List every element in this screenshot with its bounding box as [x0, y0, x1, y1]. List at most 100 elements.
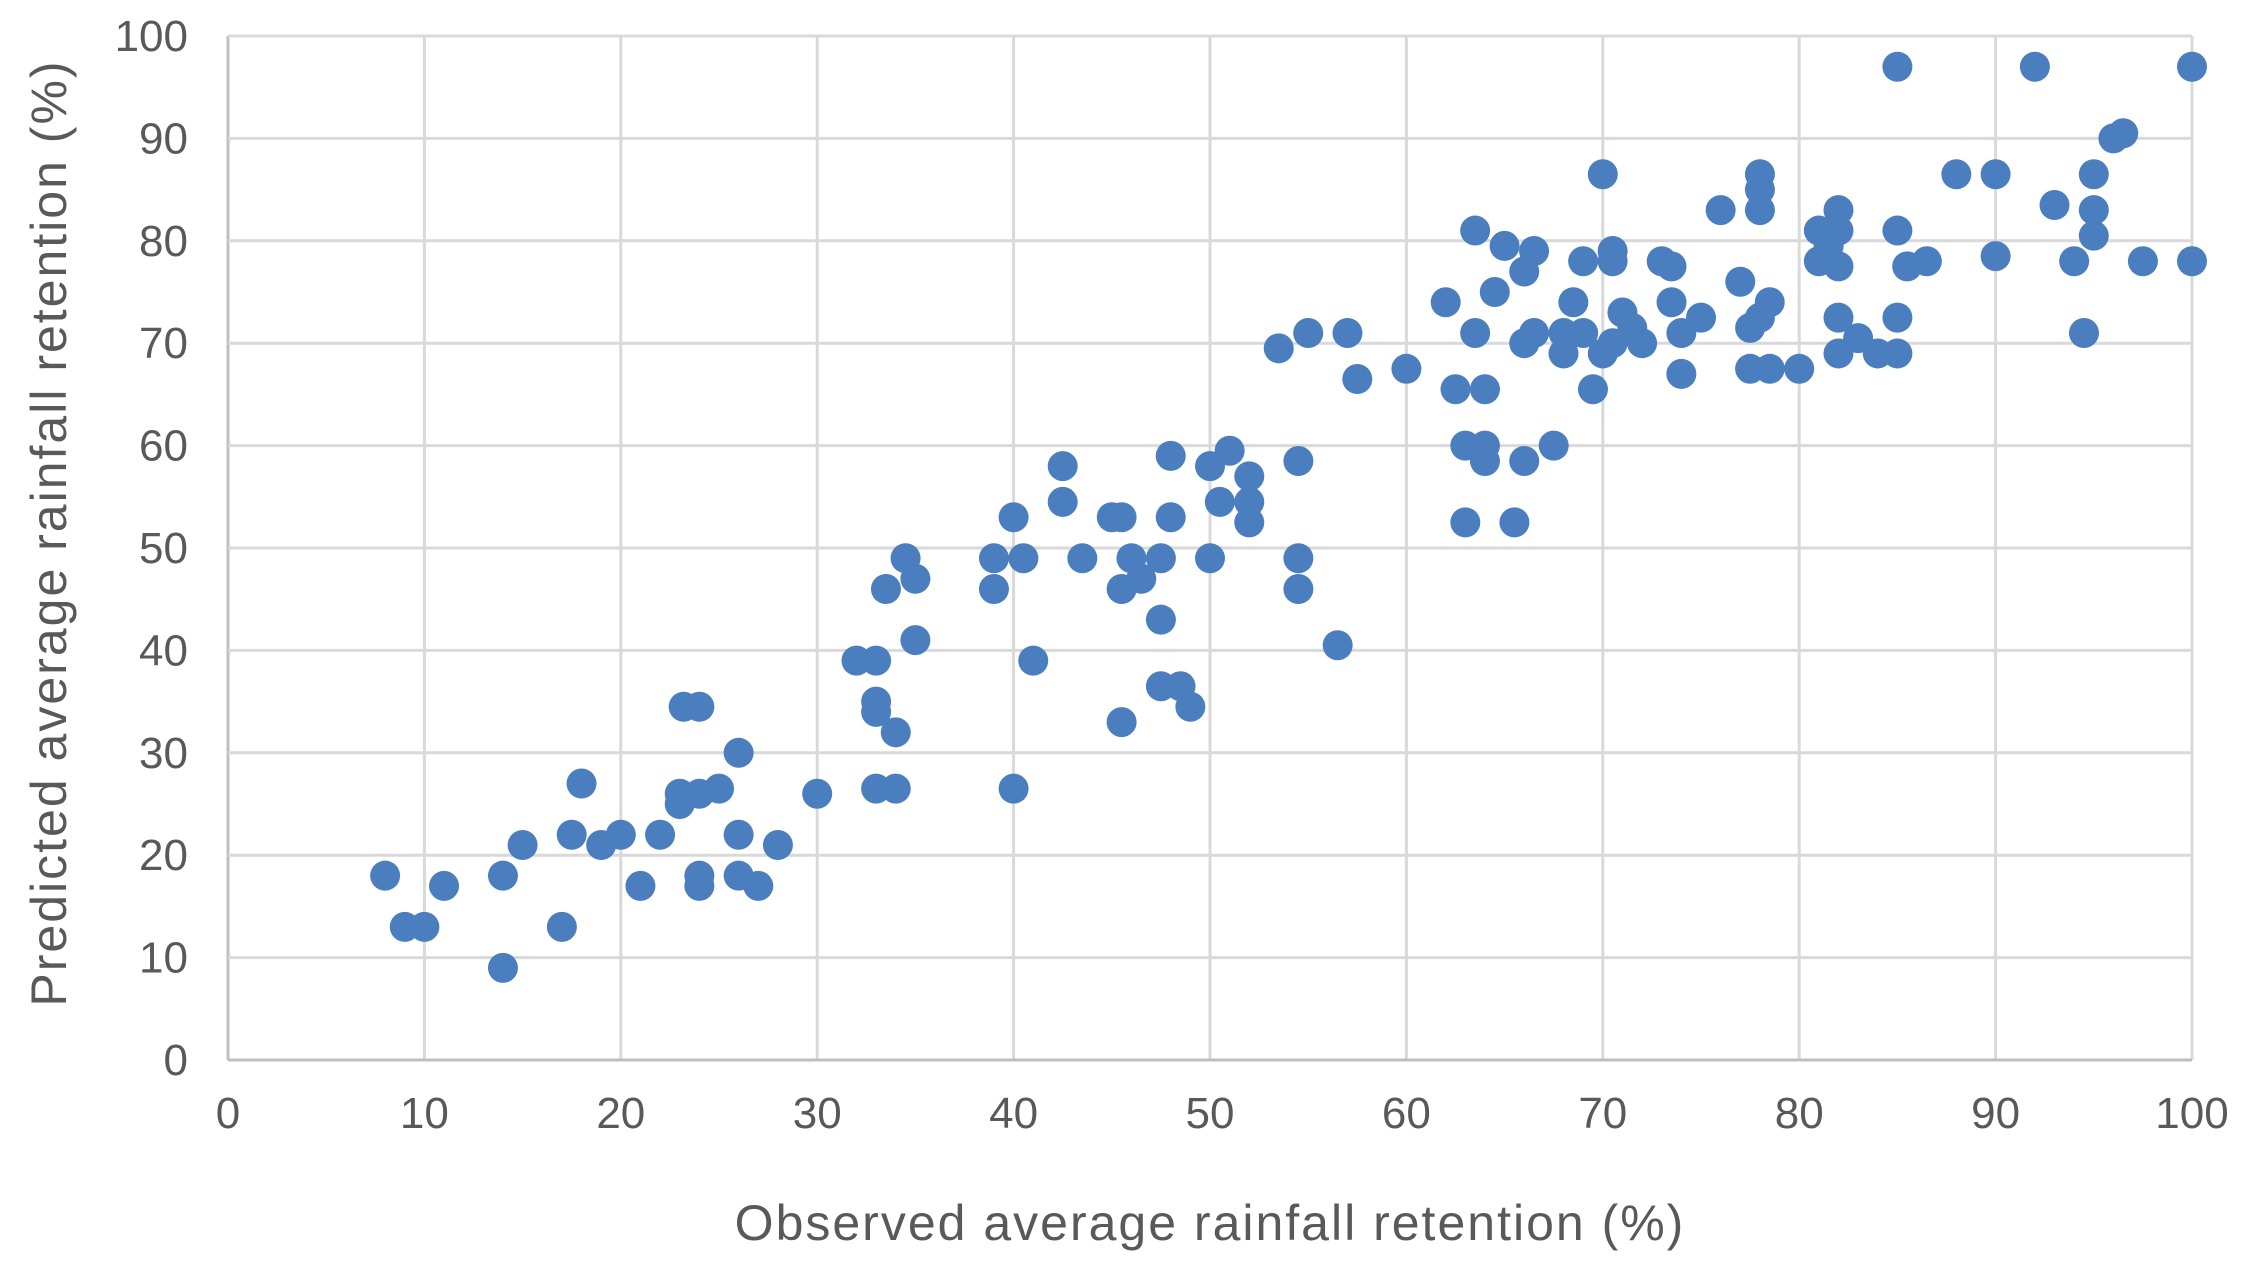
data-point — [1489, 230, 1520, 261]
data-point — [684, 860, 715, 891]
data-point — [1175, 691, 1206, 722]
data-point — [900, 625, 931, 656]
data-point — [1332, 317, 1363, 348]
data-point — [487, 860, 518, 891]
y-tick-label: 60 — [139, 422, 188, 471]
y-tick-label: 70 — [139, 319, 188, 368]
data-point — [1882, 302, 1913, 333]
data-point — [1784, 353, 1815, 384]
data-point — [762, 829, 793, 860]
y-tick-label: 50 — [139, 524, 188, 573]
data-point — [2108, 118, 2139, 149]
data-point — [1911, 246, 1942, 277]
data-point — [723, 737, 754, 768]
data-point — [1548, 338, 1579, 369]
data-point — [1725, 266, 1756, 297]
data-point — [1263, 333, 1294, 364]
data-point — [1440, 374, 1471, 405]
data-point — [1469, 374, 1500, 405]
data-point — [1322, 630, 1353, 661]
data-point — [2019, 51, 2050, 82]
data-point — [1823, 302, 1854, 333]
data-point — [1882, 215, 1913, 246]
data-point — [1283, 573, 1314, 604]
data-point — [684, 691, 715, 722]
data-point — [2078, 159, 2109, 190]
data-point — [1754, 353, 1785, 384]
data-point — [1067, 543, 1098, 574]
data-point — [645, 819, 676, 850]
data-point — [1469, 445, 1500, 476]
data-point — [1430, 287, 1461, 318]
data-point — [1293, 317, 1324, 348]
data-point — [1519, 236, 1550, 267]
x-tick-label: 40 — [989, 1089, 1038, 1138]
data-point — [2177, 51, 2207, 82]
data-point — [487, 952, 518, 983]
data-point — [1283, 543, 1314, 574]
x-tick-label: 70 — [1578, 1089, 1627, 1138]
data-point — [1754, 287, 1785, 318]
data-point — [870, 573, 901, 604]
data-point — [566, 768, 597, 799]
y-tick-label: 90 — [139, 114, 188, 163]
data-point — [1656, 251, 1687, 282]
data-point — [2068, 317, 2099, 348]
data-point — [1008, 543, 1039, 574]
x-tick-label: 20 — [596, 1089, 645, 1138]
data-point — [1980, 159, 2011, 190]
data-point — [1106, 502, 1137, 533]
data-point — [1450, 507, 1481, 538]
tick-label-layer: 0 10 20 30 40 50 60 70 80 90 100 0 10 20 30 40 50 60 70 80 9… — [115, 12, 2229, 1138]
data-point — [1744, 195, 1775, 226]
x-tick-label: 90 — [1971, 1089, 2020, 1138]
data-point — [1597, 246, 1628, 277]
x-tick-label: 50 — [1186, 1089, 1235, 1138]
y-tick-label: 100 — [115, 12, 188, 61]
y-tick-label: 10 — [139, 934, 188, 983]
data-point — [1538, 430, 1569, 461]
y-tick-label: 80 — [139, 217, 188, 266]
data-point — [861, 696, 892, 727]
x-tick-label: 80 — [1775, 1089, 1824, 1138]
data-point-layer — [370, 51, 2207, 983]
x-tick-label: 100 — [2155, 1089, 2228, 1138]
data-point — [1214, 435, 1245, 466]
data-point — [1391, 353, 1422, 384]
data-point — [2177, 246, 2207, 277]
data-point — [998, 502, 1029, 533]
data-point — [1568, 246, 1599, 277]
x-tick-label: 30 — [793, 1089, 842, 1138]
data-point — [1145, 604, 1176, 635]
data-point — [743, 870, 774, 901]
data-point — [978, 543, 1009, 574]
data-point — [1558, 287, 1589, 318]
data-point — [2078, 195, 2109, 226]
data-point — [802, 778, 833, 809]
data-point — [1823, 215, 1854, 246]
data-point — [1155, 502, 1186, 533]
data-point — [723, 819, 754, 850]
data-point — [1234, 507, 1265, 538]
data-point — [1686, 302, 1716, 333]
y-tick-label: 30 — [139, 729, 188, 778]
data-point — [1460, 317, 1491, 348]
data-point — [1342, 364, 1373, 395]
data-point — [605, 819, 636, 850]
data-point — [1126, 563, 1157, 594]
data-point — [1568, 317, 1599, 348]
data-point — [1204, 486, 1235, 517]
data-point — [556, 819, 587, 850]
data-point — [1509, 445, 1540, 476]
x-axis-title: Observed average rainfall retention (%) — [735, 1195, 1686, 1251]
data-point — [1047, 486, 1078, 517]
data-point — [978, 573, 1009, 604]
data-point — [2039, 189, 2070, 220]
data-point — [704, 773, 734, 804]
data-point — [900, 563, 931, 594]
y-axis-title: Predicted average rainfall retention (%) — [21, 59, 77, 1006]
data-point — [2059, 246, 2090, 277]
data-point — [1234, 461, 1265, 492]
